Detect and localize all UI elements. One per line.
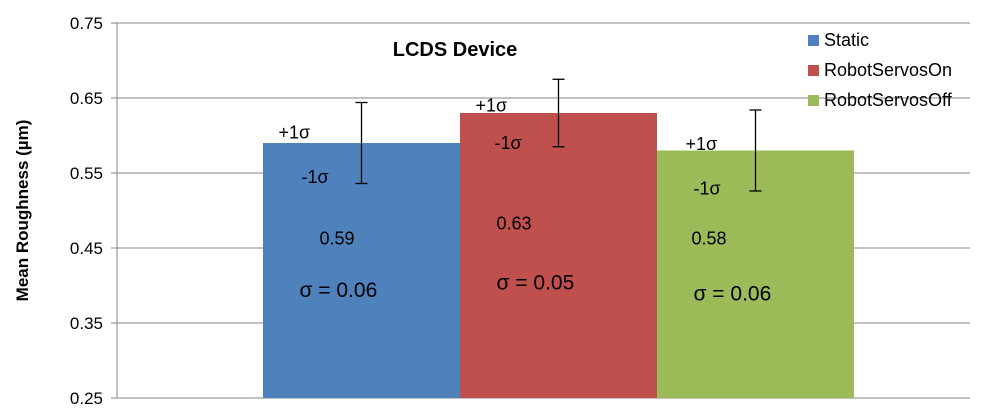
legend-label: RobotServosOn bbox=[824, 60, 952, 80]
y-tick-label: 0.35 bbox=[70, 314, 103, 333]
y-tick-label: 0.65 bbox=[70, 89, 103, 108]
legend-label: RobotServosOff bbox=[824, 90, 953, 110]
minus-sigma-label: -1σ bbox=[694, 179, 721, 199]
y-tick-label: 0.45 bbox=[70, 239, 103, 258]
value-label: 0.63 bbox=[497, 213, 532, 233]
bar-RobotServosOn bbox=[460, 113, 657, 398]
legend: Static RobotServosOn RobotServosOff bbox=[808, 30, 953, 110]
y-tick-label: 0.55 bbox=[70, 164, 103, 183]
minus-sigma-label: -1σ bbox=[302, 167, 329, 187]
bar-RobotServosOff bbox=[657, 150, 854, 398]
sigma-label: σ = 0.06 bbox=[300, 279, 378, 302]
plus-sigma-label: +1σ bbox=[476, 95, 508, 115]
value-label: 0.59 bbox=[320, 228, 355, 248]
y-axis-label: Mean Roughness (µm) bbox=[13, 120, 32, 302]
legend-swatch bbox=[808, 35, 819, 46]
bar-Static bbox=[263, 143, 460, 398]
minus-sigma-label: -1σ bbox=[495, 133, 522, 153]
sigma-label: σ = 0.06 bbox=[694, 283, 772, 306]
value-label: 0.58 bbox=[692, 228, 727, 248]
legend-swatch bbox=[808, 65, 819, 76]
y-tick-label: 0.75 bbox=[70, 14, 103, 33]
bars bbox=[263, 113, 854, 398]
plus-sigma-label: +1σ bbox=[279, 123, 311, 143]
y-tick-label: 0.25 bbox=[70, 389, 103, 408]
legend-label: Static bbox=[824, 30, 869, 50]
sigma-label: σ = 0.05 bbox=[497, 271, 575, 294]
chart-title: LCDS Device bbox=[393, 39, 518, 61]
error-bars bbox=[355, 78, 762, 192]
plus-sigma-label: +1σ bbox=[686, 134, 718, 154]
bar-annotations: +1σ -1σ 0.59 σ = 0.06 +1σ -1σ 0.63 σ = 0.05 +1σ -… bbox=[279, 95, 772, 305]
y-tick-labels: 0.25 0.35 0.45 0.55 0.65 0.75 bbox=[70, 14, 103, 408]
legend-swatch bbox=[808, 95, 819, 106]
